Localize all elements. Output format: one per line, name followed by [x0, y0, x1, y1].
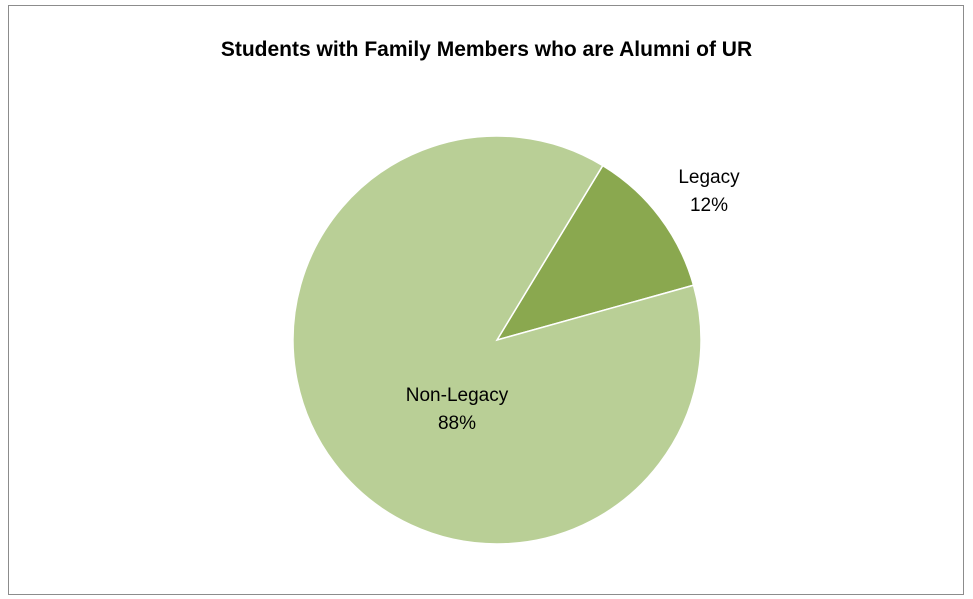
slice-label-non-legacy-value: 88%	[438, 413, 476, 434]
pie-slice-non-legacy	[292, 135, 702, 545]
slice-labels: Legacy 12% Non-Legacy 88%	[406, 167, 740, 434]
slice-label-non-legacy-name: Non-Legacy	[406, 385, 509, 406]
slice-label-legacy-value: 12%	[690, 195, 728, 216]
pie-slices	[292, 135, 702, 545]
chart-title: Students with Family Members who are Alu…	[220, 38, 753, 61]
pie-slice-legacy	[495, 164, 695, 342]
slice-label-legacy-name: Legacy	[678, 167, 740, 188]
